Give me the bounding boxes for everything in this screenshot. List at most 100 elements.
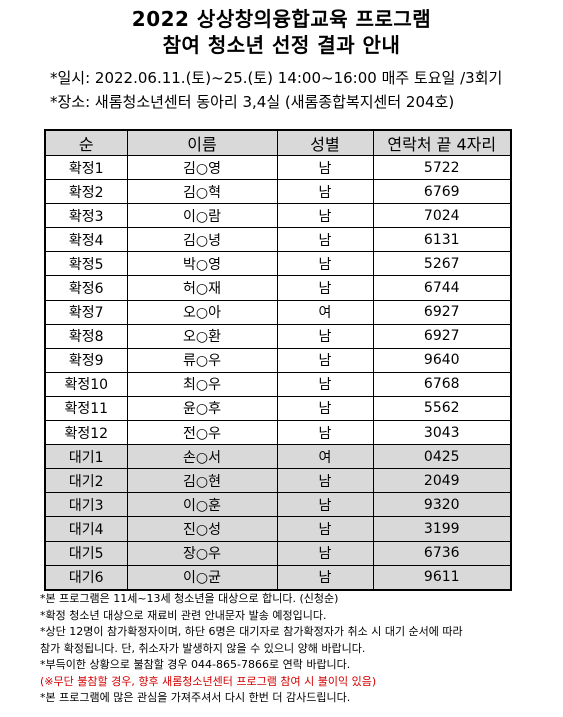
notes: *본 프로그램은 11세~13세 청소년을 대상으로 합니다. (신청순) *확…: [40, 591, 540, 707]
table-row: 대기2 김○현 남 2049: [44, 468, 512, 494]
cell-gender: 여: [276, 299, 374, 325]
cell-phone: 6736: [372, 540, 512, 566]
table-row: 확정9 류○우 남 9640: [44, 347, 512, 373]
note-sms: *확정 청소년 대상으로 재료비 관련 안내문자 발송 예정입니다.: [40, 608, 327, 622]
cell-gender: 남: [276, 154, 374, 181]
cell-gender: 남: [276, 564, 374, 591]
cell-rank: 확정10: [44, 371, 128, 397]
cell-rank: 확정7: [44, 299, 128, 325]
cell-rank: 대기4: [44, 516, 128, 542]
schedule-text: *일시: 2022.06.11.(토)~25.(토) 14:00~16:00 매…: [50, 69, 503, 87]
selection-table: 순 이름 성별 연락처 끝 4자리 확정1 김○영 남 5722 확정2 김○혁 남 6769…: [44, 129, 512, 591]
cell-name: 진○성: [126, 516, 278, 542]
cell-name: 허○재: [126, 275, 278, 301]
table-row: 대기5 장○우 남 6736: [44, 540, 512, 566]
cell-gender: 남: [276, 347, 374, 373]
cell-phone: 5722: [372, 154, 512, 181]
cell-name: 오○아: [126, 299, 278, 325]
cell-gender: 남: [276, 420, 374, 446]
cell-phone: 5267: [372, 251, 512, 277]
cell-gender: 남: [276, 323, 374, 349]
cell-phone: 9611: [372, 564, 512, 591]
event-info: *일시: 2022.06.11.(토)~25.(토) 14:00~16:00 매…: [50, 66, 563, 114]
table-row: 확정12 전○우 남 3043: [44, 420, 512, 446]
cell-phone: 6768: [372, 371, 512, 397]
table-row: 확정3 이○람 남 7024: [44, 203, 512, 229]
cell-name: 이○훈: [126, 492, 278, 518]
cell-gender: 남: [276, 492, 374, 518]
cell-rank: 대기6: [44, 564, 128, 591]
cell-gender: 남: [276, 395, 374, 422]
cell-phone: 3043: [372, 420, 512, 446]
cell-name: 류○우: [126, 347, 278, 373]
cell-gender: 남: [276, 227, 374, 253]
cell-rank: 확정3: [44, 203, 128, 229]
cell-phone: 9640: [372, 347, 512, 373]
cell-gender: 남: [276, 371, 374, 397]
cell-gender: 남: [276, 540, 374, 566]
cell-gender: 남: [276, 468, 374, 494]
table-row: 확정8 오○환 남 6927: [44, 323, 512, 349]
cell-name: 최○우: [126, 371, 278, 397]
cell-phone: 3199: [372, 516, 512, 542]
cell-rank: 확정2: [44, 179, 128, 205]
table-row: 확정6 허○재 남 6744: [44, 275, 512, 301]
cell-rank: 확정9: [44, 347, 128, 373]
cell-rank: 확정4: [44, 227, 128, 253]
table-row: 확정2 김○혁 남 6769: [44, 179, 512, 205]
table-row: 확정4 김○녕 남 6131: [44, 227, 512, 253]
cell-rank: 확정1: [44, 154, 128, 181]
table-row: 확정7 오○아 여 6927: [44, 299, 512, 325]
cell-name: 오○환: [126, 323, 278, 349]
cell-name: 김○영: [126, 154, 278, 181]
title-line-1: 2022 상상창의융합교육 프로그램: [131, 7, 432, 31]
cell-name: 이○균: [126, 564, 278, 591]
table-row: 확정11 윤○후 남 5562: [44, 395, 512, 422]
cell-rank: 대기2: [44, 468, 128, 494]
cell-phone: 6769: [372, 179, 512, 205]
table-row: 대기4 진○성 남 3199: [44, 516, 512, 542]
cell-gender: 남: [276, 251, 374, 277]
cell-gender: 남: [276, 275, 374, 301]
cell-phone: 6744: [372, 275, 512, 301]
cell-phone: 6927: [372, 323, 512, 349]
cell-gender: 남: [276, 516, 374, 542]
header-rank: 순: [44, 129, 128, 156]
table-row: 확정1 김○영 남 5722: [44, 154, 512, 181]
cell-name: 김○혁: [126, 179, 278, 205]
cell-name: 박○영: [126, 251, 278, 277]
note-age: *본 프로그램은 11세~13세 청소년을 대상으로 합니다. (신청순): [40, 592, 339, 605]
cell-rank: 대기3: [44, 492, 128, 518]
cell-phone: 5562: [372, 395, 512, 422]
announcement-page: 2022 상상창의융합교육 프로그램 참여 청소년 선정 결과 안내 *일시: …: [0, 6, 563, 717]
note-waitlist: *상단 12명이 참가확정자이며, 하단 6명은 대기자로 참가확정자가 취소 …: [40, 625, 463, 638]
cell-name: 장○우: [126, 540, 278, 566]
cell-rank: 대기5: [44, 540, 128, 566]
cell-phone: 6927: [372, 299, 512, 325]
note-contact: *부득이한 상황으로 불참할 경우 044-865-7866로 연락 바랍니다.: [40, 658, 351, 671]
cell-phone: 2049: [372, 468, 512, 494]
cell-phone: 0425: [372, 444, 512, 470]
cell-phone: 7024: [372, 203, 512, 229]
title-line-2: 참여 청소년 선정 결과 안내: [162, 33, 401, 57]
cell-gender: 남: [276, 203, 374, 229]
header-phone: 연락처 끝 4자리: [372, 129, 512, 156]
cell-gender: 여: [276, 444, 374, 470]
cell-rank: 확정12: [44, 420, 128, 446]
cell-name: 윤○후: [126, 395, 278, 422]
note-waitlist-cont: 참가 확정됩니다. 단, 취소자가 발생하지 않을 수 있으니 양해 바랍니다.: [40, 641, 366, 655]
table-row: 대기1 손○서 여 0425: [44, 444, 512, 470]
cell-name: 김○녕: [126, 227, 278, 253]
cell-name: 전○우: [126, 420, 278, 446]
cell-phone: 6131: [372, 227, 512, 253]
table-row: 확정10 최○우 남 6768: [44, 371, 512, 397]
cell-rank: 확정5: [44, 251, 128, 277]
table-row: 대기3 이○훈 남 9320: [44, 492, 512, 518]
cell-phone: 9320: [372, 492, 512, 518]
table-row: 확정5 박○영 남 5267: [44, 251, 512, 277]
table-header-row: 순 이름 성별 연락처 끝 4자리: [44, 129, 512, 156]
cell-name: 김○현: [126, 468, 278, 494]
cell-gender: 남: [276, 179, 374, 205]
cell-rank: 확정6: [44, 275, 128, 301]
note-thanks: *본 프로그램에 많은 관심을 가져주셔서 다시 한번 더 감사드립니다.: [40, 691, 351, 704]
